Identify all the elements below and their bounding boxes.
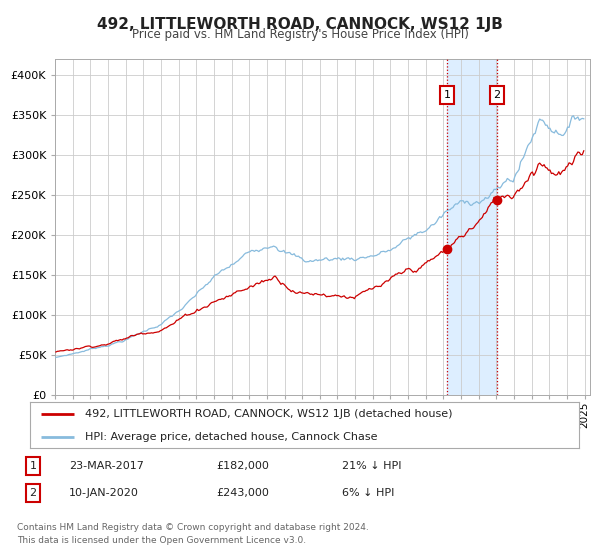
Text: 2: 2 — [29, 488, 37, 498]
Text: Contains HM Land Registry data © Crown copyright and database right 2024.: Contains HM Land Registry data © Crown c… — [17, 523, 368, 532]
Text: 6% ↓ HPI: 6% ↓ HPI — [342, 488, 394, 498]
Text: This data is licensed under the Open Government Licence v3.0.: This data is licensed under the Open Gov… — [17, 536, 306, 545]
Text: 21% ↓ HPI: 21% ↓ HPI — [342, 461, 401, 471]
Text: 23-MAR-2017: 23-MAR-2017 — [69, 461, 144, 471]
Text: HPI: Average price, detached house, Cannock Chase: HPI: Average price, detached house, Cann… — [85, 432, 377, 442]
Text: 10-JAN-2020: 10-JAN-2020 — [69, 488, 139, 498]
Text: £182,000: £182,000 — [216, 461, 269, 471]
Text: Price paid vs. HM Land Registry's House Price Index (HPI): Price paid vs. HM Land Registry's House … — [131, 28, 469, 41]
Bar — [447, 59, 497, 395]
Text: 1: 1 — [29, 461, 37, 471]
Text: 2: 2 — [493, 90, 500, 100]
Text: £243,000: £243,000 — [216, 488, 269, 498]
Text: 1: 1 — [443, 90, 451, 100]
Text: 492, LITTLEWORTH ROAD, CANNOCK, WS12 1JB (detached house): 492, LITTLEWORTH ROAD, CANNOCK, WS12 1JB… — [85, 409, 452, 419]
Text: 492, LITTLEWORTH ROAD, CANNOCK, WS12 1JB: 492, LITTLEWORTH ROAD, CANNOCK, WS12 1JB — [97, 17, 503, 32]
